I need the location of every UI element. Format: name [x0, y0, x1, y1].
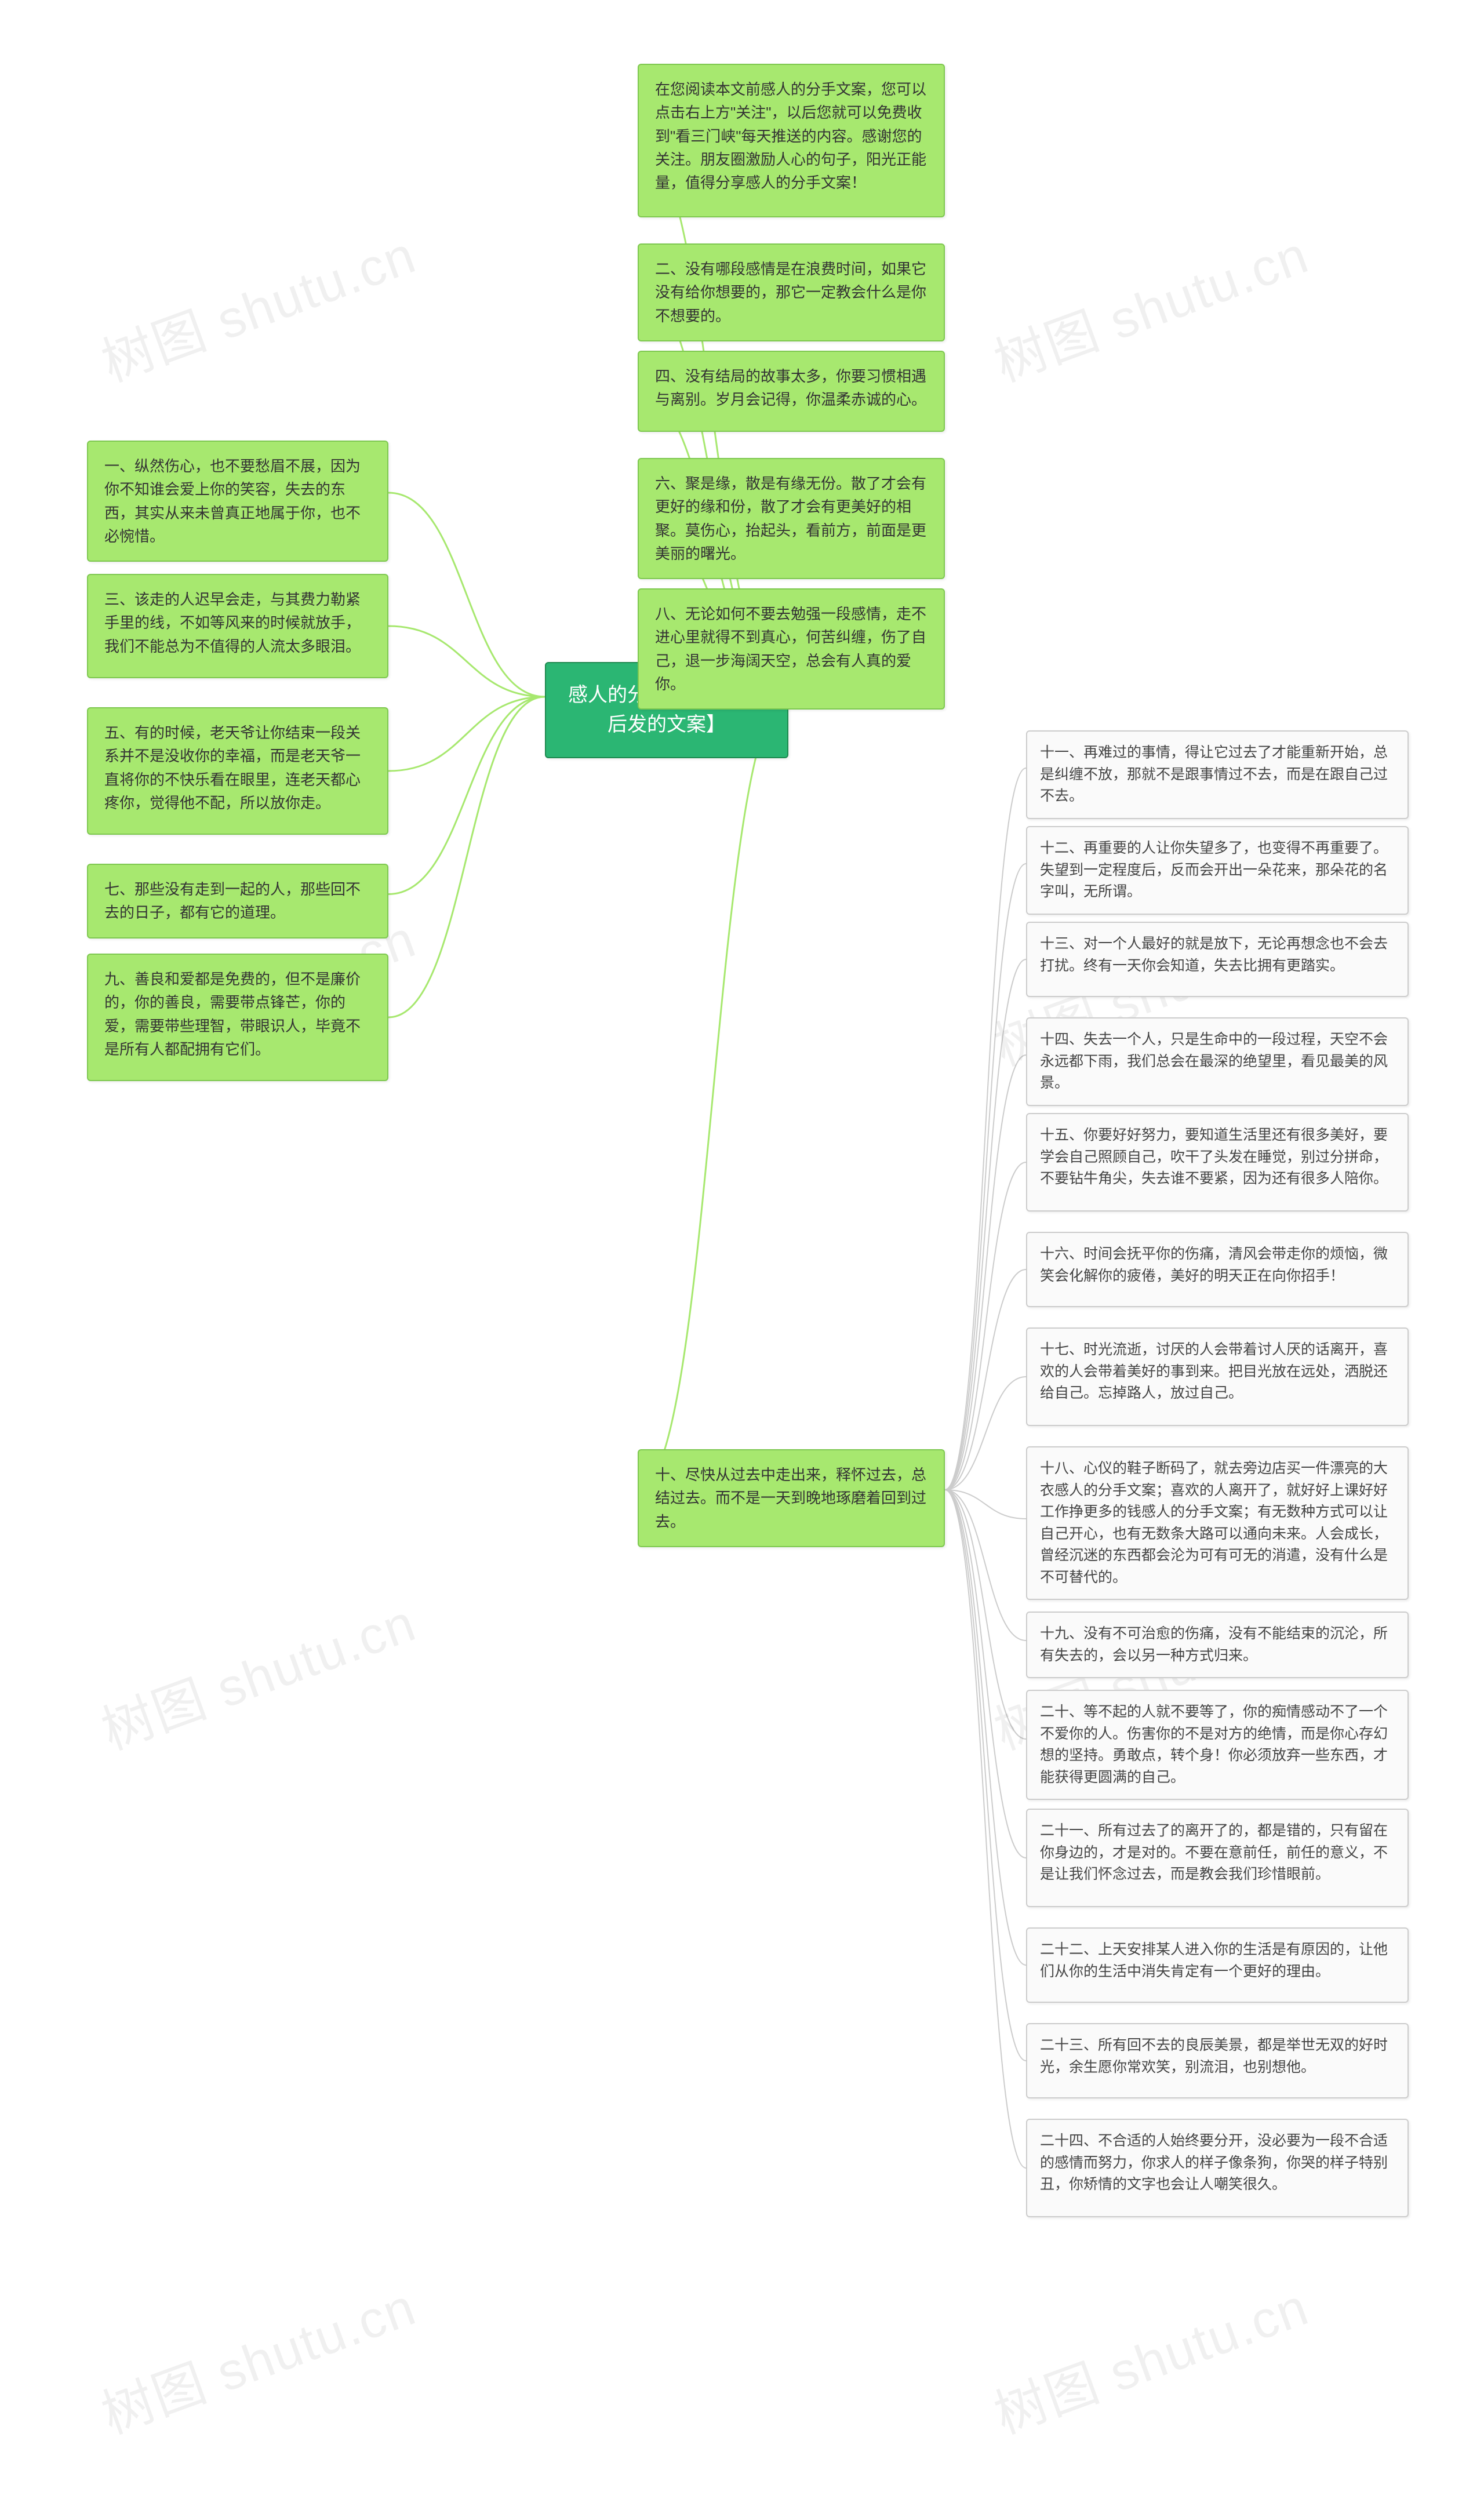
- child-node-c17: 十七、时光流逝，讨厌的人会带着讨人厌的话离开，喜欢的人会带着美好的事到来。把目光…: [1026, 1327, 1409, 1426]
- watermark: 树图 shutu.cn: [90, 213, 424, 396]
- right-node-r6: 六、聚是缘，散是有缘无份。散了才会有更好的缘和份，散了才会有更美好的相聚。莫伤心…: [638, 458, 945, 579]
- right-node-r10: 十、尽快从过去中走出来，释怀过去，总结过去。而不是一天到晚地琢磨着回到过去。: [638, 1449, 945, 1547]
- left-node-l1: 一、纵然伤心，也不要愁眉不展，因为你不知谁会爱上你的笑容，失去的东西，其实从来未…: [87, 441, 388, 562]
- child-node-c19: 十九、没有不可治愈的伤痛，没有不能结束的沉沦，所有失去的，会以另一种方式归来。: [1026, 1612, 1409, 1678]
- right-node-r2: 二、没有哪段感情是在浪费时间，如果它没有给你想要的，那它一定教会什么是你不想要的…: [638, 243, 945, 341]
- child-node-c20: 二十、等不起的人就不要等了，你的痴情感动不了一个不爱你的人。伤害你的不是对方的绝…: [1026, 1690, 1409, 1800]
- right-node-r4: 四、没有结局的故事太多，你要习惯相遇与离别。岁月会记得，你温柔赤诚的心。: [638, 351, 945, 432]
- right-node-r0: 在您阅读本文前感人的分手文案，您可以点击右上方"关注"，以后您就可以免费收到"看…: [638, 64, 945, 217]
- child-node-c18: 十八、心仪的鞋子断码了，就去旁边店买一件漂亮的大衣感人的分手文案；喜欢的人离开了…: [1026, 1446, 1409, 1600]
- left-node-l9: 九、善良和爱都是免费的，但不是廉价的，你的善良，需要带点锋芒，你的爱，需要带些理…: [87, 954, 388, 1081]
- mindmap-canvas: 树图 shutu.cn 树图 shutu.cn 树图 shutu.cn 树图 shut…: [0, 0, 1484, 2499]
- left-node-l7: 七、那些没有走到一起的人，那些回不去的日子，都有它的道理。: [87, 864, 388, 939]
- watermark: 树图 shutu.cn: [983, 2265, 1317, 2448]
- child-node-c21: 二十一、所有过去了的离开了的，都是错的，只有留在你身边的，才是对的。不要在意前任…: [1026, 1809, 1409, 1907]
- child-node-c22: 二十二、上天安排某人进入你的生活是有原因的，让他们从你的生活中消失肯定有一个更好…: [1026, 1927, 1409, 2003]
- watermark: 树图 shutu.cn: [983, 213, 1317, 396]
- child-node-c14: 十四、失去一个人，只是生命中的一段过程，天空不会永远都下雨，我们总会在最深的绝望…: [1026, 1017, 1409, 1106]
- watermark: 树图 shutu.cn: [90, 1581, 424, 1764]
- left-node-l5: 五、有的时候，老天爷让你结束一段关系并不是没收你的幸福，而是老天爷一直将你的不快…: [87, 707, 388, 835]
- child-node-c16: 十六、时间会抚平你的伤痛，清风会带走你的烦恼，微笑会化解你的疲倦，美好的明天正在…: [1026, 1232, 1409, 1307]
- child-node-c12: 十二、再重要的人让你失望多了，也变得不再重要了。失望到一定程度后，反而会开出一朵…: [1026, 826, 1409, 915]
- child-node-c15: 十五、你要好好努力，要知道生活里还有很多美好，要学会自己照顾自己，吹干了头发在睡…: [1026, 1113, 1409, 1212]
- child-node-c11: 十一、再难过的事情，得让它过去了才能重新开始，总是纠缠不放，那就不是跟事情过不去…: [1026, 730, 1409, 819]
- child-node-c23: 二十三、所有回不去的良辰美景，都是举世无双的好时光，余生愿你常欢笑，别流泪，也别…: [1026, 2023, 1409, 2098]
- left-node-l3: 三、该走的人迟早会走，与其费力勒紧手里的线，不如等风来的时候就放手，我们不能总为…: [87, 574, 388, 678]
- watermark: 树图 shutu.cn: [90, 2265, 424, 2448]
- child-node-c24: 二十四、不合适的人始终要分开，没必要为一段不合适的感情而努力，你求人的样子像条狗…: [1026, 2119, 1409, 2217]
- child-node-c13: 十三、对一个人最好的就是放下，无论再想念也不会去打扰。终有一天你会知道，失去比拥…: [1026, 922, 1409, 997]
- right-node-r8: 八、无论如何不要去勉强一段感情，走不进心里就得不到真心，何苦纠缠，伤了自己，退一…: [638, 588, 945, 710]
